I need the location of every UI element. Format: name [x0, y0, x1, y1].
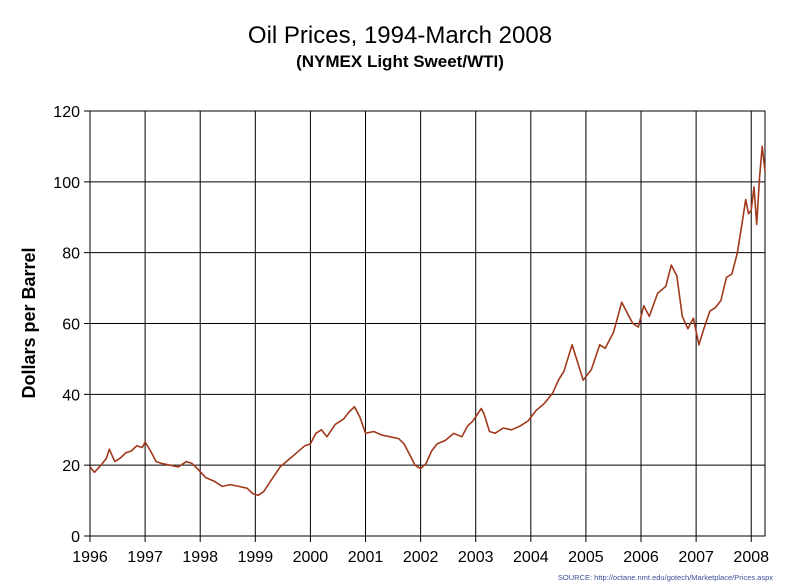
plot-area [89, 110, 766, 537]
x-tick-label: 2008 [733, 549, 769, 566]
x-tick-label: 1997 [127, 549, 163, 566]
series-line [89, 145, 766, 497]
x-tick-label: 1999 [238, 549, 274, 566]
y-tick-label: 100 [53, 175, 80, 192]
chart-subtitle: (NYMEX Light Sweet/WTI) [296, 52, 504, 71]
x-tick-label: 2001 [348, 549, 384, 566]
x-tick-label: 2002 [403, 549, 439, 566]
y-tick-label: 40 [62, 387, 80, 404]
x-tick-label: 1996 [72, 549, 108, 566]
x-tick-label: 2005 [568, 549, 604, 566]
y-tick-label: 0 [71, 529, 80, 546]
y-axis: 0 20 40 60 80 100 120 [53, 104, 80, 546]
x-tick-label: 2003 [458, 549, 494, 566]
y-tick-label: 60 [62, 317, 80, 334]
y-tick-label: 120 [53, 104, 80, 121]
x-tick-label: 1998 [182, 549, 218, 566]
x-tick-label: 2007 [678, 549, 714, 566]
y-tick-label: 80 [62, 246, 80, 263]
x-tick-label: 2000 [293, 549, 329, 566]
y-axis-label: Dollars per Barrel [19, 247, 39, 398]
chart-title: Oil Prices, 1994-March 2008 [248, 22, 552, 49]
x-tick-label: 2004 [513, 549, 549, 566]
grid [84, 110, 765, 542]
source-note: SOURCE: http://octane.nmt.edu/gotech/Mar… [558, 573, 773, 582]
y-tick-label: 20 [62, 458, 80, 475]
x-axis: 1996 1997 1998 1999 2000 2001 2002 2003 2004 2005… [72, 549, 769, 566]
x-tick-label: 2006 [623, 549, 659, 566]
